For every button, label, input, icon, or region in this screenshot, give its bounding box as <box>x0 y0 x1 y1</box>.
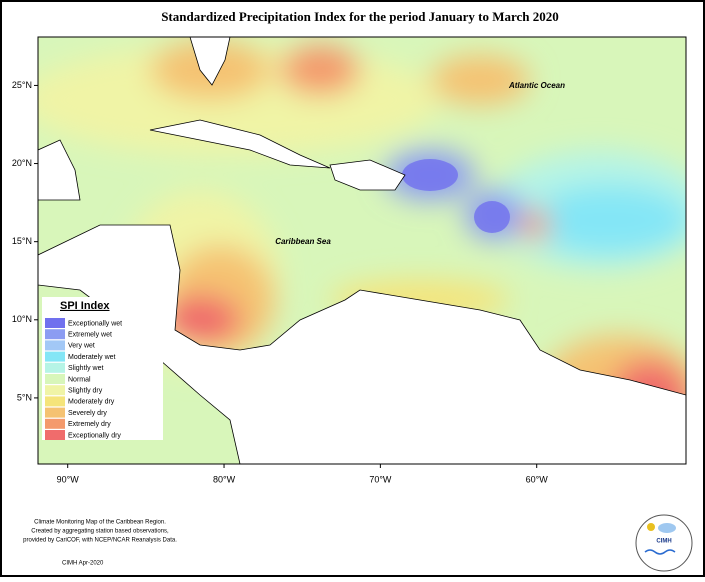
legend-label: Severely dry <box>68 410 107 417</box>
legend-label: Extremely wet <box>68 332 112 339</box>
legend-swatch <box>45 407 65 418</box>
legend-swatch <box>45 418 65 429</box>
legend: SPI Index Exceptionally wet Extremely wet… <box>42 297 163 440</box>
x-tick-label: 60°W <box>526 474 549 484</box>
ocean-label: Atlantic Ocean <box>508 81 565 90</box>
x-tick-label: 70°W <box>369 474 392 484</box>
y-tick-label: 15°N <box>12 236 32 246</box>
map-border <box>37 36 687 465</box>
legend-swatch <box>45 396 65 407</box>
legend-swatch <box>45 351 65 362</box>
y-tick-label: 10°N <box>12 314 32 324</box>
x-tick-label: 80°W <box>213 474 236 484</box>
map-title: Standardized Precipitation Index for the… <box>161 9 559 24</box>
legend-label: Exceptionally wet <box>68 320 122 327</box>
legend-label: Very wet <box>68 343 95 350</box>
logo: CIMH <box>635 514 693 572</box>
footer-note: Created by aggregating station based obs… <box>31 529 169 535</box>
logo-text: CIMH <box>656 539 671 545</box>
legend-swatch <box>45 385 65 396</box>
legend-swatch <box>45 340 65 351</box>
legend-label: Exceptionally dry <box>68 432 121 439</box>
legend-label: Moderately wet <box>68 354 116 361</box>
legend-swatch <box>45 374 65 384</box>
legend-swatch <box>45 362 65 373</box>
footer: Climate Monitoring Map of the Caribbean … <box>23 520 177 567</box>
ocean-label: Caribbean Sea <box>275 237 331 246</box>
footer-credit: CIMH Apr-2020 <box>62 561 104 567</box>
footer-note: Climate Monitoring Map of the Caribbean … <box>34 520 166 526</box>
legend-label: Moderately dry <box>68 399 115 406</box>
y-tick-label: 5°N <box>17 392 32 402</box>
legend-title: SPI Index <box>60 300 110 312</box>
legend-label: Normal <box>68 376 91 383</box>
legend-swatch <box>45 430 65 440</box>
x-tick-label: 90°W <box>57 474 80 484</box>
legend-swatch <box>45 318 65 328</box>
land <box>38 37 686 464</box>
legend-label: Extremely dry <box>68 421 111 428</box>
legend-label: Slightly wet <box>68 365 103 372</box>
legend-swatch <box>45 329 65 340</box>
y-tick-label: 20°N <box>12 158 32 168</box>
y-tick-label: 25°N <box>12 80 32 90</box>
legend-label: Slightly dry <box>68 388 103 395</box>
footer-note: provided by CariCOF, with NCEP/NCAR Rean… <box>23 538 177 544</box>
